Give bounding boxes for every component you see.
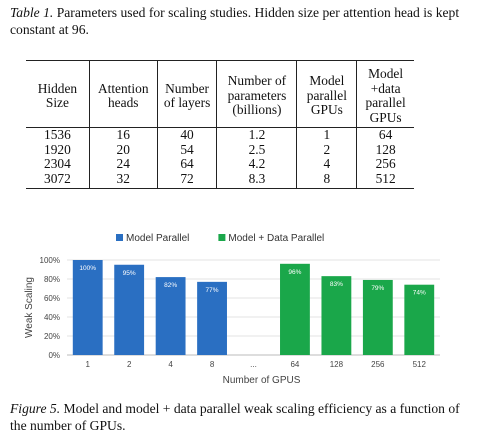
legend-swatch [116, 234, 123, 241]
bar-data-label: 74% [413, 290, 426, 297]
bar-data-label: 82% [164, 282, 177, 289]
y-tick-label: 40% [44, 313, 60, 322]
y-tick-label: 60% [44, 294, 60, 303]
table-cell: 1 [296, 127, 357, 143]
table-row: 2304 24 64 4.2 4 256 [26, 156, 414, 172]
table-cell: 1.2 [216, 127, 297, 143]
bar-data-label: 77% [206, 287, 219, 294]
x-tick-label: 2 [127, 360, 132, 369]
bar [72, 260, 103, 355]
parameters-table: Hidden Size Attention heads Number of la… [26, 60, 414, 189]
header-model-parallel-gpus: Model parallel GPUs [296, 60, 357, 128]
bar [155, 277, 186, 355]
table-cell: 256 [356, 156, 414, 172]
y-tick-label: 20% [44, 332, 60, 341]
y-tick-label: 0% [48, 351, 60, 360]
bar [362, 279, 393, 355]
table-cell: 40 [156, 127, 217, 143]
figure-caption: Figure 5. Model and model + data paralle… [10, 400, 472, 434]
header-hidden-size: Hidden Size [37, 80, 78, 110]
y-tick-label: 80% [44, 275, 60, 284]
figure-caption-label: Figure 5. [10, 401, 61, 416]
table-row: 1920 20 54 2.5 2 128 [26, 141, 414, 157]
table-row: 1536 16 40 1.2 1 64 [26, 127, 414, 143]
table-cell: 64 [156, 156, 217, 172]
table-cell: 8.3 [216, 171, 297, 189]
x-tick-label: 256 [371, 360, 385, 369]
y-axis-label: Weak Scaling [24, 277, 35, 338]
x-tick-label: ... [250, 360, 257, 369]
bar [280, 263, 310, 355]
bar-data-label: 96% [288, 269, 301, 276]
table-cell: 32 [88, 171, 158, 189]
table-cell: 4.2 [216, 156, 297, 172]
table-cell: 2304 [44, 156, 71, 171]
header-attention-heads: Attention heads [88, 60, 158, 128]
bar [404, 284, 435, 355]
legend-label: Model Parallel [126, 233, 189, 244]
bar-data-label: 79% [371, 285, 384, 292]
table-caption-label: Table 1. [10, 5, 54, 20]
figure-caption-text: Model and model + data parallel weak sca… [10, 401, 460, 433]
table-cell: 24 [88, 156, 158, 172]
table-cell: 54 [156, 142, 217, 157]
legend-label: Model + Data Parallel [228, 233, 324, 244]
x-tick-label: 8 [210, 360, 215, 369]
table-cell: 20 [88, 142, 158, 157]
table-cell: 72 [156, 171, 217, 189]
table-cell: 1536 [26, 127, 90, 143]
table-caption-text: Parameters used for scaling studies. Hid… [10, 5, 460, 37]
x-axis-label: Number of GPUS [223, 375, 301, 386]
x-tick-label: 512 [413, 360, 427, 369]
table-cell: 512 [356, 171, 414, 189]
table-cell: 2.5 [216, 142, 297, 157]
x-tick-label: 64 [290, 360, 299, 369]
header-number-of-parameters: Number of parameters (billions) [216, 60, 297, 128]
bar-data-label: 83% [330, 281, 343, 288]
header-number-of-layers: Number of layers [156, 60, 217, 128]
table-cell: 64 [356, 127, 414, 143]
weak-scaling-chart: Model Parallel Model + Data Parallel 0% 20%… [24, 233, 440, 386]
x-tick-label: 128 [330, 360, 344, 369]
table-header-row: Hidden Size Attention heads Number of la… [26, 60, 414, 128]
table-cell: 16 [88, 127, 158, 143]
bar [114, 264, 145, 355]
bar [321, 276, 352, 355]
bar [197, 281, 227, 355]
table-cell: 128 [356, 142, 414, 157]
table-row: 3072 32 72 8.3 8 512 [26, 171, 414, 189]
table-caption: Table 1. Parameters used for scaling stu… [10, 4, 472, 38]
table-cell: 2 [296, 142, 357, 157]
table-cell: 1920 [44, 141, 71, 157]
x-tick-label: 1 [85, 360, 90, 369]
header-model-data-parallel-gpus: Model +data parallel GPUs [356, 60, 414, 128]
table-cell: 8 [296, 171, 357, 189]
x-tick-label: 4 [168, 360, 173, 369]
legend-swatch [218, 234, 226, 241]
table-cell: 3072 [26, 171, 90, 189]
y-tick-label: 100% [40, 256, 60, 265]
table-cell: 4 [296, 156, 357, 172]
bar-data-label: 100% [79, 265, 96, 272]
bar-data-label: 95% [123, 270, 136, 277]
